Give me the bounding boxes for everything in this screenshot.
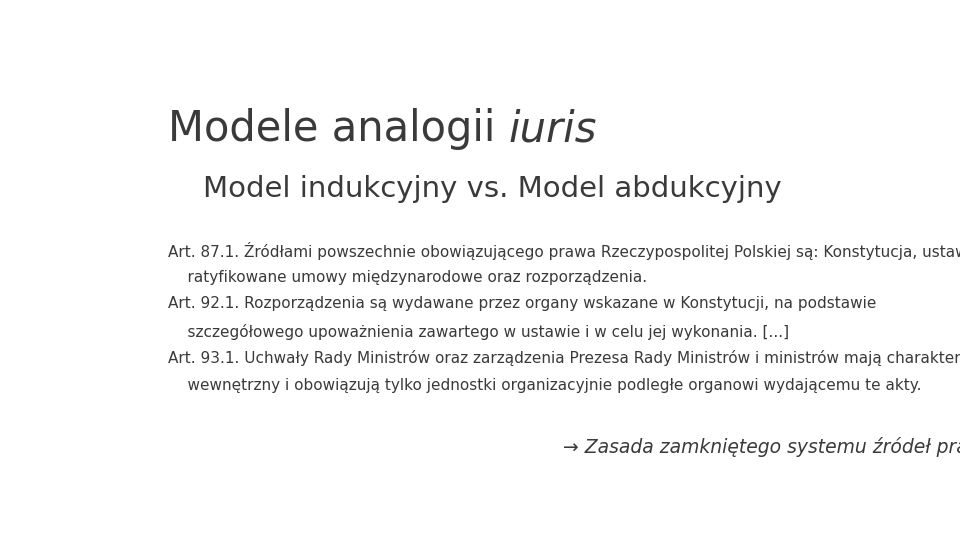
Text: → Zasada zamkniętego systemu źródeł prawa: → Zasada zamkniętego systemu źródeł praw… [563, 437, 960, 457]
Text: Art. 87.1. Źródłami powszechnie obowiązującego prawa Rzeczypospolitej Polskiej s: Art. 87.1. Źródłami powszechnie obowiązu… [168, 241, 960, 260]
Text: wewnętrzny i obowiązują tylko jednostki organizacyjnie podległe organowi wydając: wewnętrzny i obowiązują tylko jednostki … [168, 378, 922, 393]
Text: Model indukcyjny vs. Model abdukcyjny: Model indukcyjny vs. Model abdukcyjny [203, 175, 781, 203]
Text: ratyfikowane umowy międzynarodowe oraz rozporządzenia.: ratyfikowane umowy międzynarodowe oraz r… [168, 270, 647, 285]
Text: Modele analogii: Modele analogii [168, 109, 509, 151]
Text: iuris: iuris [509, 109, 597, 151]
Text: Art. 92.1. Rozporządzenia są wydawane przez organy wskazane w Konstytucji, na po: Art. 92.1. Rozporządzenia są wydawane pr… [168, 295, 876, 310]
Text: Art. 93.1. Uchwały Rady Ministrów oraz zarządzenia Prezesa Rady Ministrów i mini: Art. 93.1. Uchwały Rady Ministrów oraz z… [168, 349, 960, 366]
Text: szczegółowego upoważnienia zawartego w ustawie i w celu jej wykonania. [...]: szczegółowego upoważnienia zawartego w u… [168, 324, 789, 340]
